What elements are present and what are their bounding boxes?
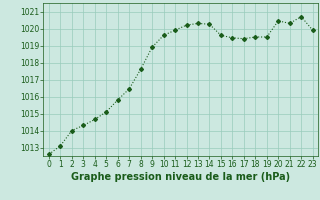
X-axis label: Graphe pression niveau de la mer (hPa): Graphe pression niveau de la mer (hPa) xyxy=(71,172,290,182)
